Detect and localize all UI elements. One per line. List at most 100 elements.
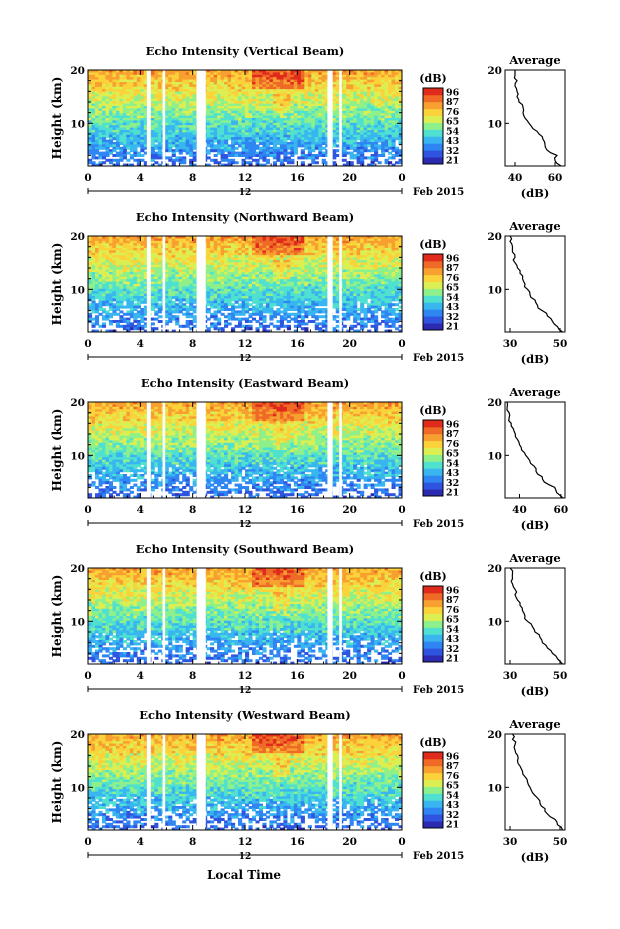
heatmap-cell [231, 84, 236, 88]
heatmap-cell [370, 149, 375, 153]
heatmap-cell [182, 115, 187, 119]
heatmap-cell [231, 161, 236, 165]
heatmap-cell [133, 120, 138, 124]
heatmap-cell [108, 151, 114, 155]
heatmap-cell [269, 260, 274, 263]
heatmap-cell [227, 248, 232, 251]
heatmap-cell [98, 110, 103, 114]
heatmap-cell [346, 84, 351, 88]
heatmap-cell [283, 103, 288, 107]
heatmap-cell [248, 142, 253, 145]
heatmap-cell [224, 82, 229, 85]
heatmap-cell [224, 74, 229, 78]
heatmap-cell [248, 132, 253, 136]
heatmap-cell [192, 274, 197, 278]
heatmap-cell [321, 127, 326, 131]
heatmap-cell [304, 250, 309, 254]
heatmap-cell [206, 96, 211, 100]
heatmap-cell [101, 142, 107, 145]
heatmap-cell [262, 272, 267, 275]
heatmap-cell [112, 238, 117, 242]
heatmap-cell [272, 118, 277, 121]
heatmap-cell [374, 238, 379, 242]
heatmap-cell [272, 84, 277, 88]
heatmap-cell [370, 101, 375, 105]
heatmap-cell [182, 86, 187, 90]
heatmap-cell [377, 257, 382, 261]
heatmap-cell [356, 272, 361, 275]
heatmap-cell [245, 245, 250, 249]
heatmap-cell [381, 274, 386, 278]
heatmap-cell [234, 118, 239, 121]
heatmap-cell [91, 139, 96, 143]
heatmap-cell [245, 127, 250, 131]
heatmap-cell [258, 142, 264, 145]
heatmap-cell [262, 118, 267, 121]
heatmap-cell [395, 248, 400, 251]
heatmap-cell [367, 250, 372, 254]
heatmap-cell [126, 255, 131, 259]
heatmap-cell [164, 255, 169, 259]
heatmap-cell [88, 137, 93, 141]
heatmap-cell [283, 106, 288, 109]
heatmap-cell [367, 139, 372, 143]
heatmap-cell [353, 132, 358, 136]
heatmap-cell [363, 115, 368, 119]
heatmap-cell [391, 243, 396, 247]
heatmap-cell [276, 243, 281, 247]
heatmap-cell [140, 272, 145, 275]
heatmap-cell [370, 250, 375, 254]
heatmap-cell [314, 70, 319, 73]
colorbar-band [423, 157, 443, 165]
heatmap-cell [377, 127, 382, 131]
heatmap-cell [279, 113, 284, 117]
heatmap-cell [185, 72, 190, 76]
heatmap-cell [325, 151, 330, 155]
heatmap-cell [129, 142, 134, 145]
heatmap-cell [286, 245, 291, 249]
heatmap-cell [311, 248, 316, 251]
heatmap-cell [349, 70, 354, 73]
heatmap-cell [262, 240, 267, 244]
heatmap-cell [342, 98, 347, 102]
heatmap-cell [136, 130, 141, 133]
heatmap-cell [126, 115, 131, 119]
heatmap-cell [314, 101, 319, 105]
heatmap-cell [283, 98, 288, 102]
heatmap-cell [272, 262, 277, 266]
heatmap-cell [374, 257, 379, 261]
heatmap-cell [150, 134, 155, 138]
colorbar-frame [422, 87, 444, 165]
heatmap-cell [307, 154, 312, 157]
heatmap-cell [241, 103, 246, 107]
heatmap-cell [356, 110, 361, 114]
heatmap-cell [168, 156, 173, 160]
heatmap-cell [175, 72, 180, 76]
heatmap-cell [168, 144, 173, 148]
heatmap-cell [224, 262, 229, 266]
heatmap-cell [171, 120, 176, 124]
heatmap-cell [168, 77, 173, 81]
heatmap-cell [126, 110, 131, 114]
heatmap-cell [262, 96, 267, 100]
heatmap-cell [143, 272, 148, 275]
heatmap-cell [101, 272, 107, 275]
panel-1: Echo Intensity (Vertical Beam)2010Height… [50, 44, 566, 200]
heatmap-cell [325, 269, 330, 273]
heatmap-cell [136, 236, 141, 239]
heatmap-cell [136, 120, 141, 124]
heatmap-cell [143, 79, 148, 83]
heatmap-cell [251, 252, 257, 256]
heatmap-cell [314, 115, 319, 119]
heatmap-cell [112, 257, 117, 261]
heatmap-cell [171, 255, 176, 259]
heatmap-cell [318, 103, 323, 107]
heatmap-cell [325, 272, 330, 275]
heatmap-cell [210, 267, 215, 271]
heatmap-cell [224, 106, 229, 109]
heatmap-cell [353, 142, 358, 145]
heatmap-cell [388, 77, 393, 81]
heatmap-cell [88, 248, 93, 251]
heatmap-cell [353, 113, 358, 117]
heatmap-cell [381, 108, 386, 112]
